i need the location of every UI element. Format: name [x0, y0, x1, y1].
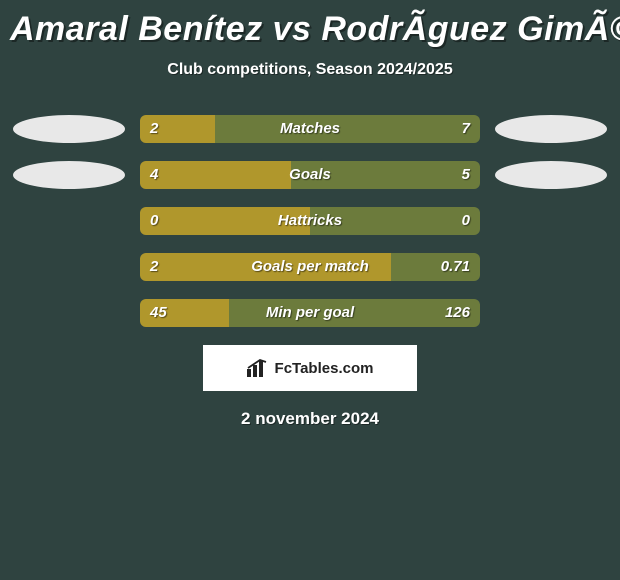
stat-label: Goals per match	[140, 253, 480, 281]
bar-chart-icon	[247, 359, 269, 377]
stat-bar: 2 Matches 7	[140, 115, 480, 143]
page-title: Amaral Benítez vs RodrÃ­guez GimÃ©nez	[0, 0, 620, 49]
stat-label: Min per goal	[140, 299, 480, 327]
player-right-marker	[495, 161, 607, 189]
value-right: 7	[462, 115, 470, 143]
spacer	[13, 253, 125, 281]
spacer	[495, 253, 607, 281]
stat-row: 0 Hattricks 0	[0, 207, 620, 235]
value-right: 0	[462, 207, 470, 235]
player-left-marker	[13, 115, 125, 143]
stat-row: 4 Goals 5	[0, 161, 620, 189]
date-text: 2 november 2024	[0, 409, 620, 429]
stat-label: Matches	[140, 115, 480, 143]
value-right: 5	[462, 161, 470, 189]
page-root: Amaral Benítez vs RodrÃ­guez GimÃ©nez Cl…	[0, 0, 620, 580]
stat-label: Goals	[140, 161, 480, 189]
stat-row: 45 Min per goal 126	[0, 299, 620, 327]
stat-bar: 45 Min per goal 126	[140, 299, 480, 327]
stat-row: 2 Goals per match 0.71	[0, 253, 620, 281]
stat-row: 2 Matches 7	[0, 115, 620, 143]
brand-box[interactable]: FcTables.com	[203, 345, 417, 391]
spacer	[13, 299, 125, 327]
spacer	[495, 299, 607, 327]
player-left-marker	[13, 161, 125, 189]
stat-label: Hattricks	[140, 207, 480, 235]
stat-bar: 2 Goals per match 0.71	[140, 253, 480, 281]
brand-text: FcTables.com	[275, 360, 374, 377]
spacer	[495, 207, 607, 235]
spacer	[13, 207, 125, 235]
player-right-marker	[495, 115, 607, 143]
value-right: 0.71	[441, 253, 470, 281]
subtitle: Club competitions, Season 2024/2025	[0, 61, 620, 79]
value-right: 126	[445, 299, 470, 327]
comparison-chart: 2 Matches 7 4 Goals 5 0	[0, 115, 620, 327]
stat-bar: 0 Hattricks 0	[140, 207, 480, 235]
stat-bar: 4 Goals 5	[140, 161, 480, 189]
